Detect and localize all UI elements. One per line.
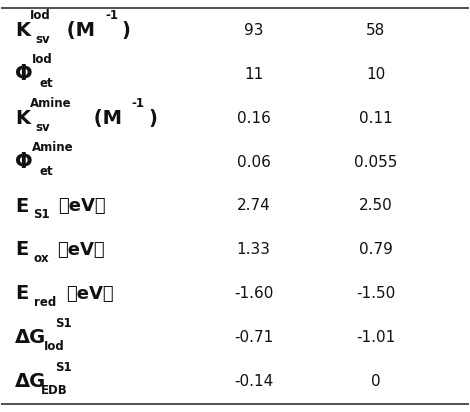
Text: 10: 10 <box>366 67 385 82</box>
Text: Iod: Iod <box>44 340 65 353</box>
Text: S1: S1 <box>55 361 71 374</box>
Text: ΔG: ΔG <box>15 328 46 347</box>
Text: et: et <box>39 77 53 89</box>
Text: 0.06: 0.06 <box>237 154 271 169</box>
Text: Iod: Iod <box>30 9 50 22</box>
Text: E: E <box>15 284 28 304</box>
Text: Iod: Iod <box>32 53 53 66</box>
Text: 0.79: 0.79 <box>359 243 392 258</box>
Text: (M: (M <box>87 108 122 128</box>
Text: K: K <box>15 108 30 128</box>
Text: 2.74: 2.74 <box>237 199 271 213</box>
Text: S1: S1 <box>55 317 71 330</box>
Text: 0: 0 <box>371 375 380 389</box>
Text: Amine: Amine <box>32 141 73 154</box>
Text: sv: sv <box>36 121 50 133</box>
Text: 2.50: 2.50 <box>359 199 392 213</box>
Text: red: red <box>33 297 56 309</box>
Text: 11: 11 <box>244 67 263 82</box>
Text: 0.11: 0.11 <box>359 110 392 126</box>
Text: (M: (M <box>60 21 95 40</box>
Text: -1.60: -1.60 <box>234 286 274 302</box>
Text: EDB: EDB <box>40 384 67 398</box>
Text: 58: 58 <box>366 23 385 37</box>
Text: -1.01: -1.01 <box>356 330 395 345</box>
Text: 0.055: 0.055 <box>354 154 397 169</box>
Text: K: K <box>15 21 30 40</box>
Text: ): ) <box>122 21 131 40</box>
Text: -1: -1 <box>132 97 145 110</box>
Text: Amine: Amine <box>30 97 71 110</box>
Text: ox: ox <box>33 253 49 265</box>
Text: 1.33: 1.33 <box>237 243 271 258</box>
Text: -1: -1 <box>105 9 118 22</box>
Text: Φ: Φ <box>15 152 32 172</box>
Text: 93: 93 <box>244 23 264 37</box>
Text: -1.50: -1.50 <box>356 286 395 302</box>
Text: S1: S1 <box>33 208 50 222</box>
Text: ): ) <box>149 108 157 128</box>
Text: 0.16: 0.16 <box>237 110 271 126</box>
Text: -0.71: -0.71 <box>234 330 274 345</box>
Text: Φ: Φ <box>15 64 32 84</box>
Text: sv: sv <box>36 33 50 46</box>
Text: （eV）: （eV） <box>57 241 105 259</box>
Text: et: et <box>39 164 53 178</box>
Text: -0.14: -0.14 <box>234 375 274 389</box>
Text: E: E <box>15 241 28 260</box>
Text: （eV）: （eV） <box>59 197 106 215</box>
Text: E: E <box>15 197 28 215</box>
Text: （eV）: （eV） <box>66 285 113 303</box>
Text: ΔG: ΔG <box>15 372 46 391</box>
